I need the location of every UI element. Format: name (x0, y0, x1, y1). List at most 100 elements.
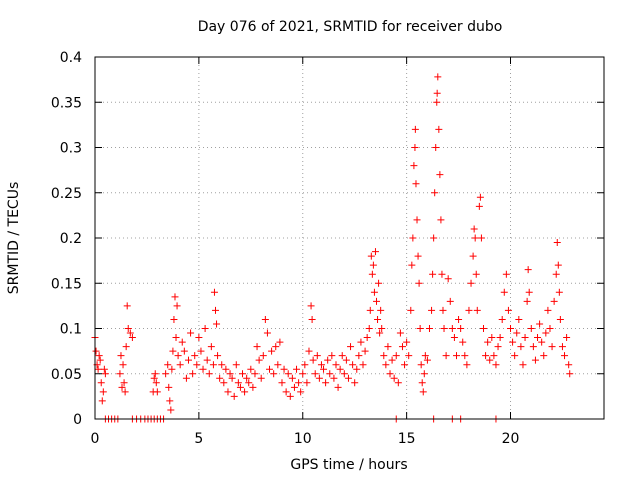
data-point (507, 325, 515, 332)
x-tick-label: 10 (294, 431, 312, 447)
data-point (274, 361, 282, 369)
data-point (472, 270, 480, 278)
data-point (313, 352, 321, 360)
data-point (463, 361, 471, 369)
data-point (167, 406, 175, 414)
data-point (263, 329, 271, 337)
data-point (376, 329, 384, 337)
data-point (216, 374, 224, 382)
data-point (100, 365, 108, 373)
data-point (286, 392, 294, 400)
data-point (432, 144, 440, 151)
data-point (377, 306, 385, 314)
data-point (182, 374, 190, 382)
data-point (234, 379, 242, 387)
data-point (226, 370, 234, 378)
data-point (467, 279, 475, 287)
data-point (151, 370, 159, 378)
data-point (336, 365, 344, 373)
data-point (245, 379, 253, 387)
data-point (270, 370, 278, 378)
data-point (550, 297, 558, 305)
data-point (118, 383, 126, 391)
data-point (99, 388, 107, 396)
data-point (440, 325, 448, 332)
data-point (317, 361, 325, 369)
data-point (117, 352, 125, 360)
data-point (308, 315, 316, 323)
data-point (119, 361, 127, 369)
data-point (546, 325, 554, 332)
data-point (357, 338, 365, 346)
data-point (351, 379, 359, 387)
data-point (444, 275, 452, 283)
data-point (524, 266, 532, 274)
data-points (91, 73, 574, 423)
data-point (494, 343, 502, 351)
data-point (423, 356, 431, 364)
data-point (199, 365, 207, 373)
data-point (320, 365, 328, 373)
data-point (384, 343, 392, 351)
data-point (540, 352, 548, 360)
data-point (529, 343, 537, 351)
data-point (566, 370, 574, 378)
data-point (124, 325, 132, 332)
data-point (401, 361, 409, 369)
data-point (193, 361, 201, 369)
y-tick-label: 0.1 (60, 322, 82, 338)
data-point (363, 334, 371, 342)
data-point (500, 288, 508, 296)
data-point (176, 361, 184, 369)
data-point (429, 270, 437, 278)
data-point (95, 352, 103, 360)
data-point (92, 347, 100, 355)
data-point (213, 320, 221, 328)
data-point (299, 370, 307, 378)
data-point (164, 361, 172, 369)
data-point (411, 125, 419, 133)
axis-ticks: 0 0.05 0.1 0.15 0.2 0.25 0.3 0.35 0.4 0 5 10 15 20 (51, 50, 604, 447)
data-point (420, 370, 428, 378)
data-point (448, 325, 456, 332)
y-tick-label: 0.3 (60, 141, 82, 157)
data-point (168, 365, 176, 373)
data-point (409, 234, 417, 242)
data-point (128, 334, 136, 342)
data-point (517, 343, 525, 351)
data-point (390, 374, 398, 382)
data-point (450, 334, 458, 342)
data-point (366, 306, 374, 314)
data-point (565, 361, 573, 369)
data-point (201, 325, 209, 332)
data-point (403, 338, 411, 346)
data-point (442, 352, 450, 360)
data-point (548, 343, 556, 351)
data-point (203, 356, 211, 364)
data-point (480, 325, 488, 332)
data-point (536, 320, 544, 328)
data-point (482, 352, 490, 360)
x-tick-label: 0 (91, 431, 100, 447)
data-point (452, 352, 460, 360)
x-tick-label: 20 (502, 431, 520, 447)
data-point (476, 193, 484, 201)
data-point (165, 383, 173, 391)
data-point (173, 302, 181, 310)
data-point (257, 374, 265, 382)
data-point (370, 288, 378, 296)
grid-lines (95, 57, 604, 419)
data-point (439, 306, 447, 314)
y-tick-label: 0.2 (60, 231, 82, 247)
data-point (247, 365, 255, 373)
data-point (555, 288, 563, 296)
data-point (531, 356, 539, 364)
data-point (359, 361, 367, 369)
data-point (307, 302, 315, 310)
data-point (195, 334, 203, 342)
data-point (249, 383, 257, 391)
data-point (457, 325, 465, 332)
data-point (509, 338, 517, 346)
data-point (98, 397, 106, 405)
data-point (412, 180, 420, 188)
